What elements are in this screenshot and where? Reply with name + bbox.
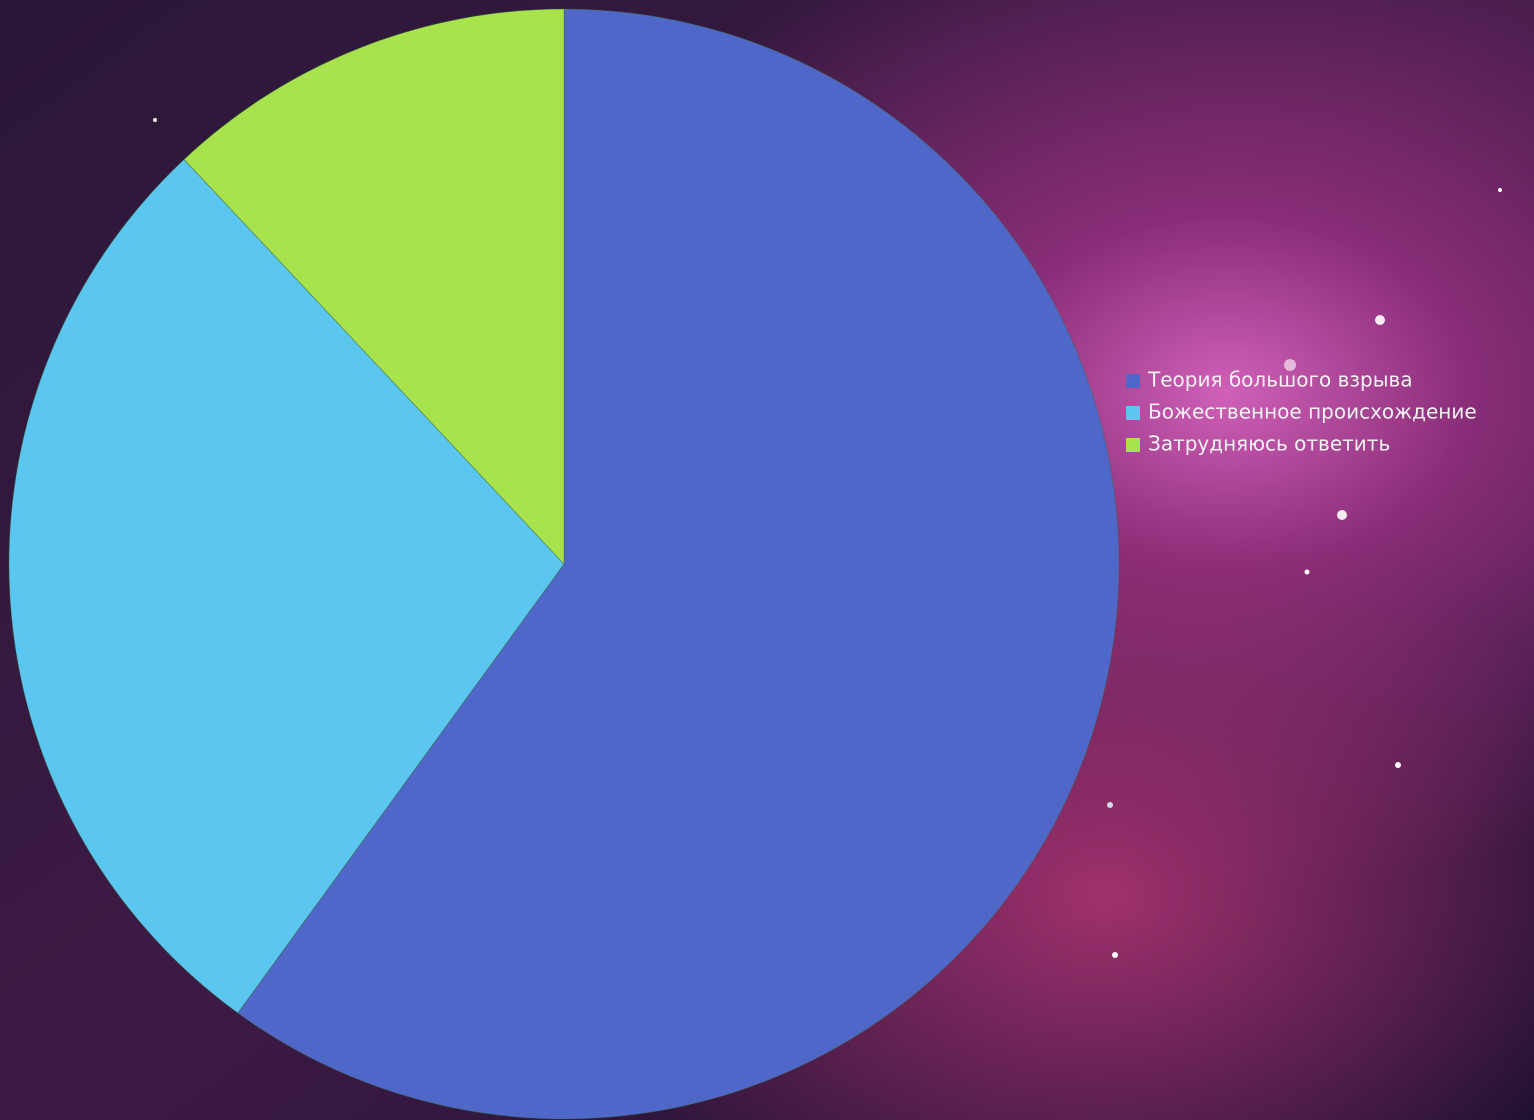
legend-label: Теория большого взрыва: [1147, 368, 1413, 392]
legend-swatch: [1126, 406, 1140, 420]
pie: [8, 8, 1120, 1120]
legend-label: Божественное происхождение: [1148, 400, 1477, 424]
pie-slice: [237, 8, 1120, 1120]
legend: Теория большого взрыва Божественное проис…: [1126, 368, 1477, 456]
legend-label: Затрудняюсь ответить: [1148, 432, 1390, 456]
pie-slice: [8, 158, 565, 1014]
legend-swatch: [1126, 374, 1140, 388]
pie-slice: [183, 8, 565, 566]
legend-swatch: [1126, 438, 1140, 452]
stars: [153, 118, 1502, 958]
